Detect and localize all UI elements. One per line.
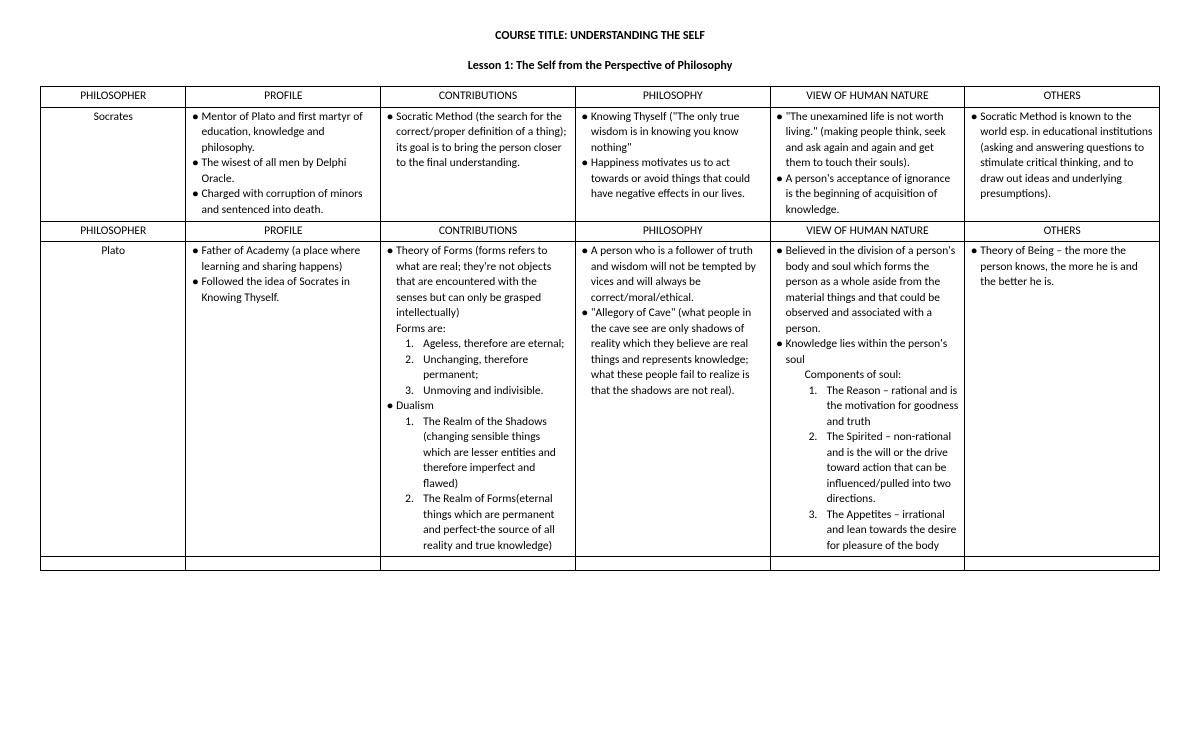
cell-contrib: ⦁Socratic Method (the search for the cor… [381,107,576,221]
table-row: Socrates ⦁Mentor of Plato and first mart… [41,107,1160,221]
cell-view: ⦁Believed in the division of a person's … [770,242,965,557]
philosophers-table: PHILOSOPHER PROFILE CONTRIBUTIONS PHILOS… [40,86,1160,571]
table-header-row: PHILOSOPHER PROFILE CONTRIBUTIONS PHILOS… [41,87,1160,108]
col-profile: PROFILE [186,87,381,108]
table-row: Plato ⦁Father of Academy (a place where … [41,242,1160,557]
col-philosophy: PHILOSOPHY [575,221,770,242]
col-philosopher: PHILOSOPHER [41,221,186,242]
col-others: OTHERS [965,87,1160,108]
table-row-empty [41,557,1160,571]
cell-profile: ⦁Mentor of Plato and first martyr of edu… [186,107,381,221]
col-view: VIEW OF HUMAN NATURE [770,221,965,242]
philosopher-name: Socrates [41,107,186,221]
cell-profile: ⦁Father of Academy (a place where learni… [186,242,381,557]
philosopher-name: Plato [41,242,186,557]
cell-view: ⦁"The unexamined life is not worth livin… [770,107,965,221]
cell-philo: ⦁Knowing Thyself ("The only true wisdom … [575,107,770,221]
col-contributions: CONTRIBUTIONS [381,87,576,108]
col-view: VIEW OF HUMAN NATURE [770,87,965,108]
col-philosopher: PHILOSOPHER [41,87,186,108]
course-title: COURSE TITLE: UNDERSTANDING THE SELF [40,28,1160,44]
col-contributions: CONTRIBUTIONS [381,221,576,242]
cell-contrib: ⦁Theory of Forms (forms refers to what a… [381,242,576,557]
lesson-title: Lesson 1: The Self from the Perspective … [40,58,1160,74]
table-header-row: PHILOSOPHER PROFILE CONTRIBUTIONS PHILOS… [41,221,1160,242]
col-others: OTHERS [965,221,1160,242]
col-philosophy: PHILOSOPHY [575,87,770,108]
cell-philo: ⦁A person who is a follower of truth and… [575,242,770,557]
cell-others: ⦁Theory of Being – the more the person k… [965,242,1160,557]
cell-others: ⦁Socratic Method is known to the world e… [965,107,1160,221]
col-profile: PROFILE [186,221,381,242]
